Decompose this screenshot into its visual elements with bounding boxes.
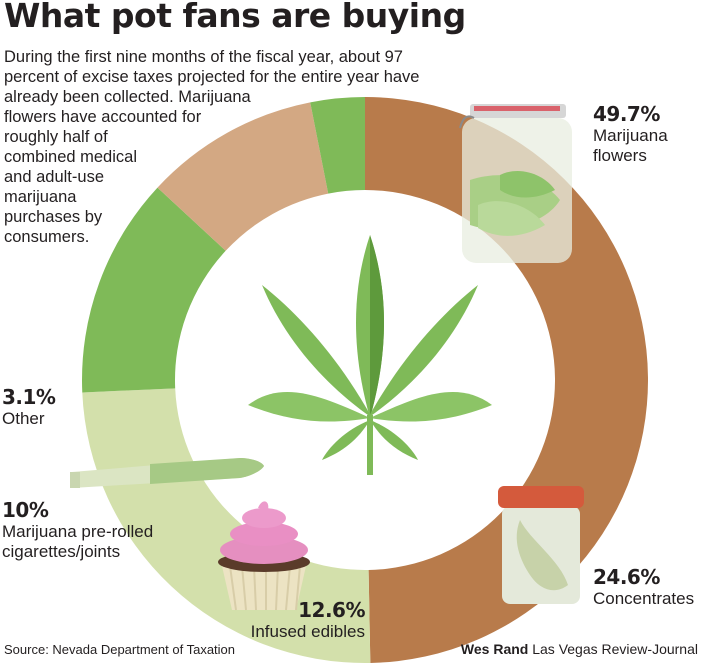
intro-line: roughly half of xyxy=(4,128,108,146)
slice-percent: 10% xyxy=(2,498,49,522)
cannabis-leaf-icon xyxy=(248,235,492,475)
credit-outlet: Las Vegas Review-Journal xyxy=(532,641,698,657)
intro-line: purchases by xyxy=(4,208,103,226)
slice-label-flowers: 49.7% Marijuana flowers xyxy=(593,102,668,166)
slice-label-concentrates: 24.6% Concentrates xyxy=(593,565,694,609)
intro-line: already been collected. Marijuana xyxy=(4,88,251,106)
slice-percent: 49.7% xyxy=(593,102,660,126)
slice-name: Concentrates xyxy=(593,589,695,608)
intro-text: During the first nine months of the fisc… xyxy=(4,47,454,247)
slice-name: flowers xyxy=(593,146,647,165)
slice-name: Other xyxy=(2,409,45,428)
credit-line: Wes Rand Las Vegas Review-Journal xyxy=(461,641,698,657)
intro-line: consumers. xyxy=(4,228,90,246)
slice-name: Infused edibles xyxy=(250,622,365,641)
slice-name: cigarettes/joints xyxy=(2,542,121,561)
slice-percent: 12.6% xyxy=(298,598,365,622)
concentrate-jar-icon xyxy=(498,486,584,604)
slice-label-joints: 10% Marijuana pre-rolled cigarettes/join… xyxy=(2,498,153,562)
jar-icon xyxy=(459,104,572,263)
donut-slice-marijuana-pre-rolled-cigarettes-joints xyxy=(157,102,329,251)
slice-label-other: 3.1% Other xyxy=(2,385,56,429)
donut-slice-other xyxy=(310,97,365,194)
intro-line: marijuana xyxy=(4,188,77,206)
credit-author: Wes Rand xyxy=(460,641,529,657)
intro-line: combined medical xyxy=(4,148,137,166)
intro-line: During the first nine months of the fisc… xyxy=(4,48,403,66)
joint-icon xyxy=(70,458,264,488)
slice-percent: 3.1% xyxy=(2,385,56,409)
page-title: What pot fans are buying xyxy=(4,0,466,35)
intro-line: and adult-use xyxy=(4,168,104,186)
intro-line: percent of excise taxes projected for th… xyxy=(4,68,420,86)
intro-line: flowers have accounted for xyxy=(4,108,202,126)
cupcake-icon xyxy=(218,501,310,611)
slice-label-edibles: 12.6% Infused edibles xyxy=(248,598,366,642)
slice-percent: 24.6% xyxy=(593,565,660,589)
donut-slice-infused-edibles xyxy=(82,187,226,393)
slice-name: Marijuana xyxy=(593,126,668,145)
slice-name: Marijuana pre-rolled xyxy=(2,522,154,541)
source-note: Source: Nevada Department of Taxation xyxy=(4,642,236,657)
